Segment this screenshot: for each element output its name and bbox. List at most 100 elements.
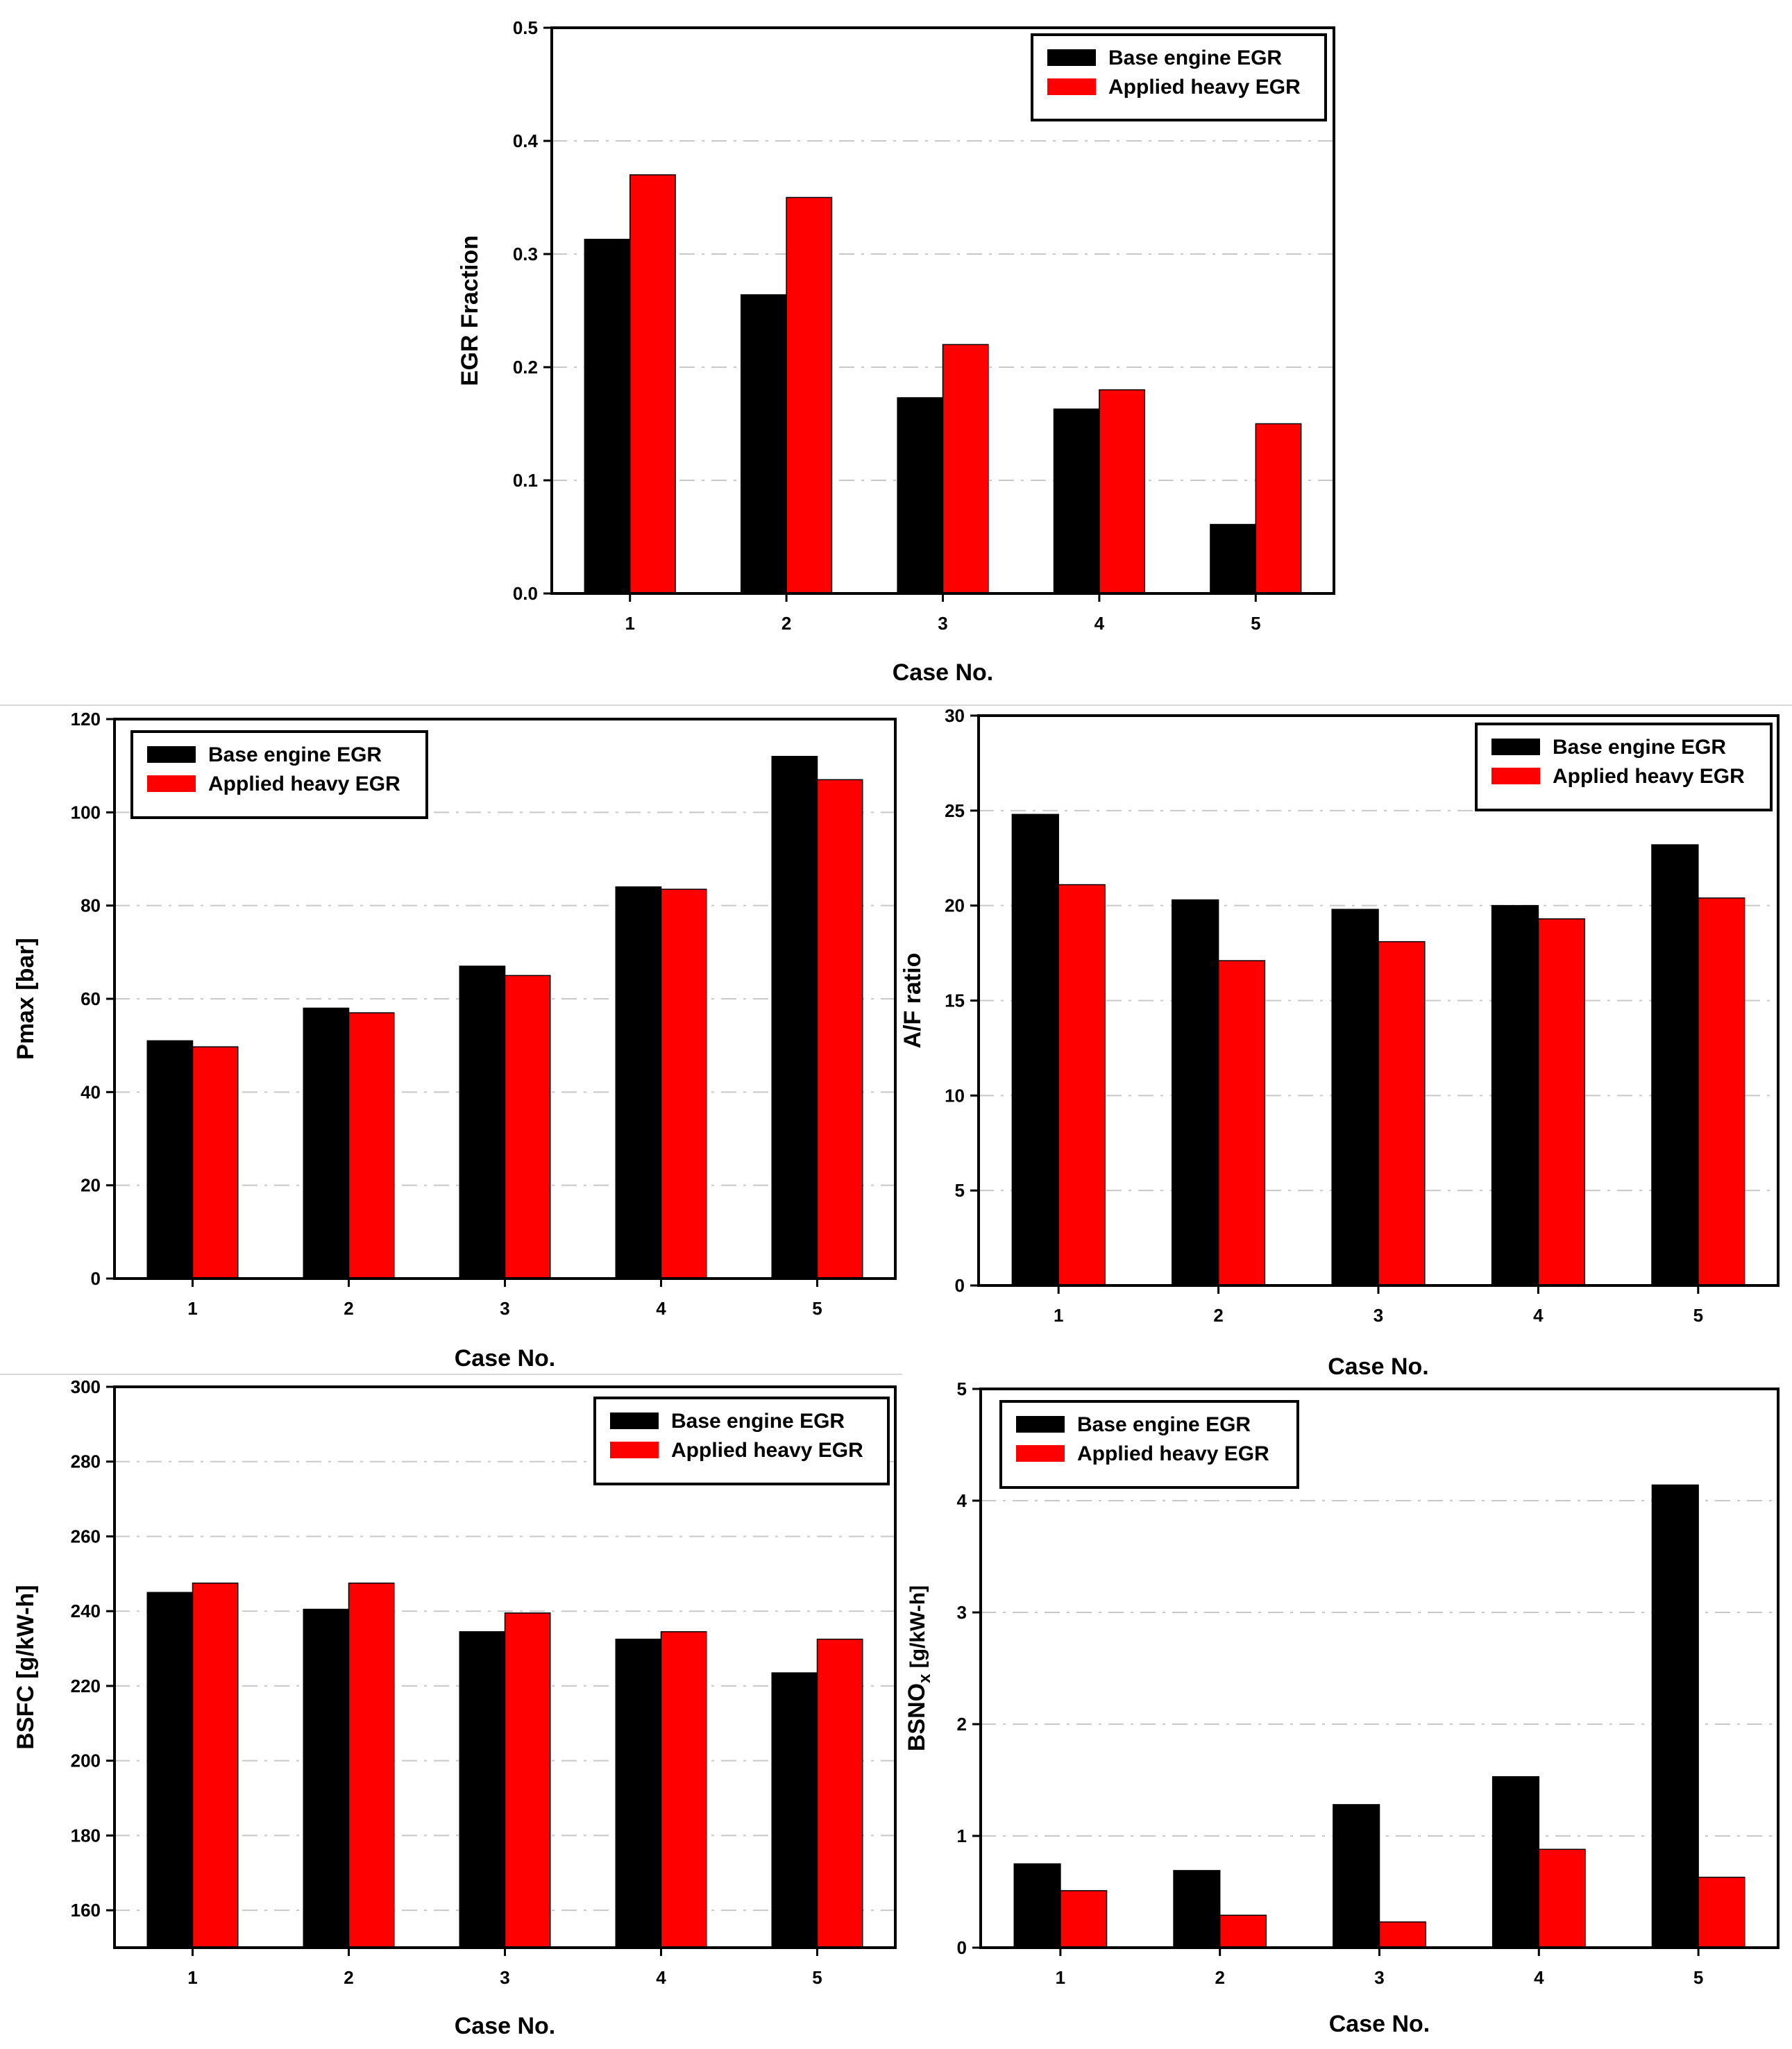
bar-heavy-case-3 [1378, 1921, 1426, 1948]
x-tick-label: 4 [656, 1298, 666, 1319]
bar-base-case-2 [740, 294, 787, 594]
legend-swatch-base [610, 1413, 659, 1429]
y-tick-label: 120 [71, 709, 101, 730]
y-axis-title: EGR Fraction [457, 235, 483, 386]
bar-base-case-5 [1210, 523, 1257, 594]
legend-label-heavy: Applied heavy EGR [671, 1439, 863, 1462]
bar-heavy-case-3 [942, 344, 989, 594]
bar-base-case-3 [897, 397, 944, 594]
legend: Base engine EGR Applied heavy EGR [999, 1400, 1299, 1489]
chart-bsfc: 160 180 200 220 240 260 280 300 1 2 3 4 5 Case No. BSF… [12, 1376, 897, 2039]
x-tick-label: 3 [1374, 1967, 1384, 1988]
y-tick-label: 280 [71, 1451, 101, 1472]
x-tick-label: 1 [187, 1298, 197, 1319]
bar-heavy-case-5 [1698, 897, 1745, 1286]
y-tick-label: 30 [945, 705, 965, 726]
bar-heavy-case-4 [1538, 1848, 1586, 1948]
legend-label-heavy: Applied heavy EGR [208, 773, 400, 795]
y-tick-label: 80 [81, 895, 101, 916]
y-tick-label: 180 [71, 1825, 101, 1846]
y-axis-title-subscript: x [915, 1673, 934, 1683]
chart-af: 0 5 10 15 20 25 30 1 2 3 4 5 Case No. A/F ratio Base e… [899, 705, 1780, 1380]
legend-label-base: Base engine EGR [208, 743, 382, 766]
x-tick-label: 2 [1215, 1967, 1224, 1988]
x-tick-label: 3 [500, 1967, 509, 1988]
legend-swatch-heavy [1491, 768, 1540, 784]
y-tick-label: 10 [945, 1085, 965, 1106]
bar-heavy-case-5 [816, 779, 863, 1279]
y-tick-label: 0.1 [513, 470, 538, 491]
y-tick-label: 300 [71, 1376, 101, 1397]
bar-base-case-1 [1013, 1863, 1061, 1948]
x-tick-label: 3 [1373, 1305, 1383, 1326]
x-axis-title: Case No. [893, 659, 994, 686]
x-tick-label: 1 [1054, 1305, 1063, 1326]
x-tick-label: 2 [1213, 1305, 1223, 1326]
bar-base-case-1 [146, 1040, 194, 1279]
legend: Base engine EGR Applied heavy EGR [1031, 33, 1327, 121]
x-axis-title: Case No. [455, 2013, 556, 2039]
y-tick-label: 0.0 [513, 583, 538, 604]
x-tick-label: 5 [812, 1298, 822, 1319]
bar-heavy-case-2 [348, 1583, 395, 1948]
legend-label-heavy: Applied heavy EGR [1108, 76, 1301, 99]
legend-label-base: Base engine EGR [671, 1410, 845, 1433]
bar-base-case-4 [1053, 408, 1100, 594]
legend-label-heavy: Applied heavy EGR [1077, 1442, 1269, 1465]
y-tick-label: 3 [957, 1602, 967, 1623]
x-tick-label: 5 [812, 1967, 822, 1988]
bar-base-case-2 [1172, 899, 1219, 1286]
y-tick-label: 5 [955, 1180, 965, 1201]
x-tick-label: 4 [1533, 1305, 1544, 1326]
bar-base-case-2 [303, 1007, 350, 1279]
y-tick-label: 0.3 [513, 244, 538, 264]
bar-base-case-4 [1491, 904, 1539, 1286]
y-tick-label: 4 [957, 1490, 967, 1511]
legend-swatch-base [1491, 739, 1540, 755]
y-tick-label: 200 [71, 1751, 101, 1771]
y-tick-label: 260 [71, 1526, 101, 1546]
y-axis-title-main: BSNO [904, 1683, 930, 1751]
legend-label-base: Base engine EGR [1553, 736, 1726, 759]
bar-base-case-1 [146, 1592, 194, 1948]
y-axis-title: Pmax [bar] [12, 938, 39, 1060]
x-tick-label: 3 [500, 1298, 509, 1319]
bar-base-case-4 [615, 886, 662, 1279]
chart-egr: 0.0 0.1 0.2 0.3 0.4 0.5 1 2 3 4 5 Case No. EGR Fract… [457, 17, 1335, 686]
x-axis-title: Case No. [1328, 1354, 1429, 1380]
bar-base-case-3 [1331, 909, 1379, 1286]
x-tick-label: 4 [656, 1967, 666, 1988]
legend-box [1475, 723, 1773, 811]
bar-base-case-5 [1651, 1484, 1699, 1948]
bar-heavy-case-5 [1698, 1876, 1745, 1948]
y-tick-label: 2 [957, 1714, 967, 1735]
bar-heavy-case-4 [1099, 389, 1146, 594]
x-tick-label: 5 [1693, 1305, 1703, 1326]
bar-base-case-4 [1491, 1776, 1540, 1948]
legend-swatch-base [147, 746, 196, 763]
bar-heavy-case-5 [1255, 423, 1302, 594]
y-tick-label: 220 [71, 1676, 101, 1696]
chart-bsnox: 0 1 2 3 4 5 1 2 3 4 5 Case No. BSNOx [g/kW-h] Base en… [904, 1378, 1780, 2037]
bar-base-case-5 [771, 755, 818, 1279]
y-tick-label: 0.5 [513, 17, 538, 38]
y-tick-label: 0 [955, 1275, 965, 1296]
legend-swatch-heavy [1016, 1445, 1065, 1462]
y-tick-label: 0 [91, 1268, 101, 1289]
y-axis-title-unit: [g/kW-h] [906, 1585, 929, 1674]
x-tick-label: 1 [187, 1967, 197, 1988]
x-tick-label: 2 [781, 613, 791, 634]
bar-base-case-5 [771, 1672, 818, 1948]
bar-heavy-case-2 [348, 1012, 395, 1279]
bar-base-case-5 [1651, 844, 1699, 1286]
x-tick-label: 2 [344, 1967, 353, 1988]
bar-heavy-case-4 [1537, 918, 1585, 1286]
y-tick-label: 1 [957, 1825, 967, 1846]
bar-heavy-case-5 [816, 1638, 863, 1948]
bar-base-case-3 [459, 1631, 506, 1948]
x-tick-label: 1 [625, 613, 634, 634]
y-tick-label: 160 [71, 1900, 101, 1921]
bar-heavy-case-1 [192, 1046, 239, 1279]
legend: Base engine EGR Applied heavy EGR [1475, 723, 1773, 811]
y-tick-label: 60 [81, 988, 101, 1009]
